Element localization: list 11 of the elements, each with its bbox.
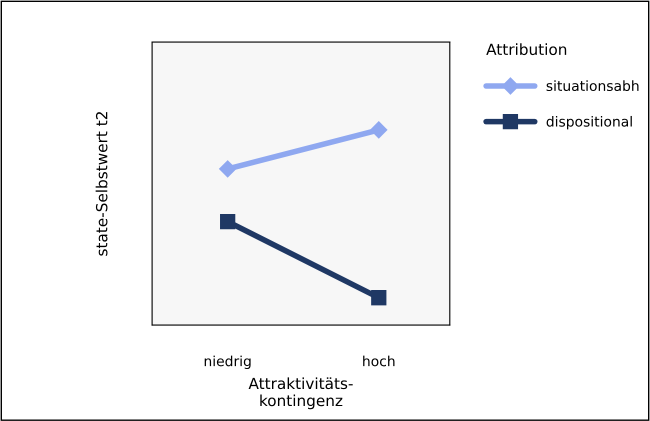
y-axis-title: state-Selbstwert t2 — [96, 112, 108, 256]
point — [219, 160, 236, 178]
legend-label: dispositional — [546, 116, 632, 130]
legend-label: situationsabh — [546, 80, 638, 92]
x-tick-label: hoch — [363, 356, 394, 366]
x-axis-title: Attraktivitäts- kontingenz — [248, 377, 353, 410]
point — [220, 214, 236, 230]
point — [371, 290, 386, 306]
point — [370, 121, 388, 138]
x-tick-label: niedrig — [204, 356, 251, 370]
legend-title: Attribution — [486, 43, 566, 56]
